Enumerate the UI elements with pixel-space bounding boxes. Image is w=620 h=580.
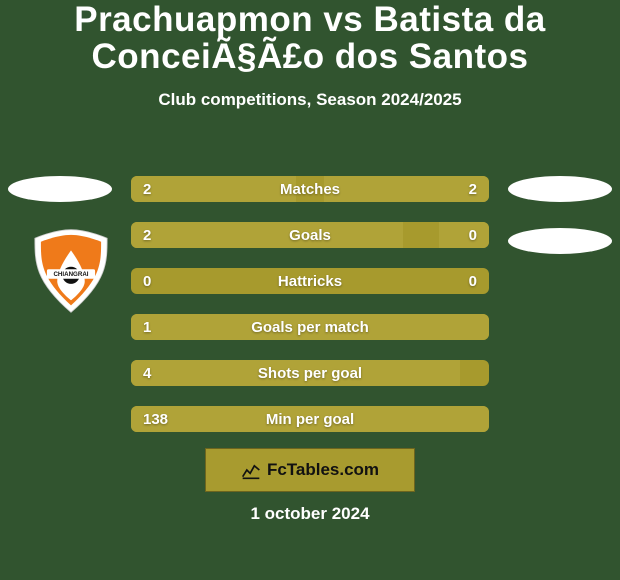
- stat-row: 138Min per goal: [131, 406, 489, 432]
- player-left-oval: [8, 176, 112, 202]
- footer-date: 1 october 2024: [0, 504, 620, 524]
- comparison-bars: 22Matches 20Goals 00Hattricks 1Goals per ma…: [131, 176, 489, 452]
- stat-label: Goals: [131, 222, 489, 248]
- stat-label: Hattricks: [131, 268, 489, 294]
- page-subtitle: Club competitions, Season 2024/2025: [0, 90, 620, 110]
- page-root: Prachuapmon vs Batista da ConceiÃ§Ã£o do…: [0, 0, 620, 580]
- stat-row: 20Goals: [131, 222, 489, 248]
- player-right-oval-2: [508, 228, 612, 254]
- stat-row: 4Shots per goal: [131, 360, 489, 386]
- stat-label: Matches: [131, 176, 489, 202]
- brand-text: FcTables.com: [267, 460, 379, 480]
- club-crest-text: CHIANGRAI: [53, 271, 88, 278]
- club-crest-icon: CHIANGRAI: [28, 228, 114, 314]
- stat-label: Goals per match: [131, 314, 489, 340]
- stat-row: 22Matches: [131, 176, 489, 202]
- page-title: Prachuapmon vs Batista da ConceiÃ§Ã£o do…: [0, 2, 620, 76]
- brand-box: FcTables.com: [205, 448, 415, 492]
- stat-row: 00Hattricks: [131, 268, 489, 294]
- stat-label: Shots per goal: [131, 360, 489, 386]
- brand-chart-icon: [241, 460, 261, 480]
- stat-label: Min per goal: [131, 406, 489, 432]
- stat-row: 1Goals per match: [131, 314, 489, 340]
- player-right-oval-1: [508, 176, 612, 202]
